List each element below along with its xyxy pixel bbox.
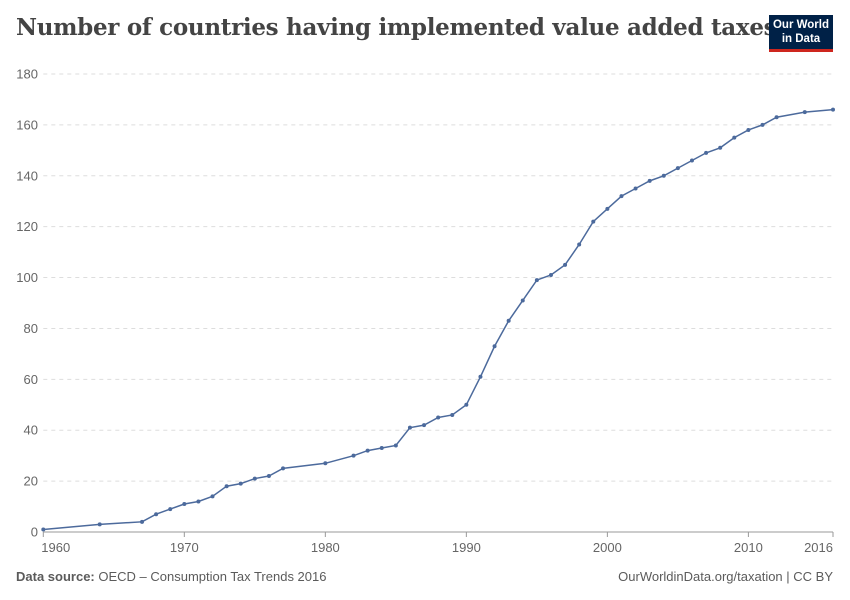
line-chart: 0 20 40 60 80 100 120 140 160 180 1960 1970 1980 1990… (16, 67, 835, 555)
data-point (647, 178, 652, 183)
data-point (436, 415, 441, 420)
data-point (154, 512, 159, 517)
data-point (41, 527, 46, 532)
data-point (365, 448, 370, 453)
logo-line2: in Data (781, 33, 821, 45)
data-point (281, 466, 286, 471)
x-tick-label: 2016 (804, 540, 833, 555)
data-point (661, 173, 666, 178)
data-point (422, 423, 427, 428)
y-tick-label: 40 (24, 423, 38, 438)
data-source: Data source: OECD – Consumption Tax Tren… (16, 569, 326, 584)
data-point (831, 107, 835, 112)
data-point (619, 194, 624, 199)
data-point (802, 110, 807, 115)
data-point (97, 522, 102, 527)
x-tick-label: 2000 (593, 540, 622, 555)
logo-line1: Our World (772, 19, 829, 31)
owid-logo[interactable]: Our World in Data (769, 15, 833, 52)
y-tick-label: 160 (16, 117, 38, 132)
data-point (224, 484, 229, 489)
footer-link[interactable]: OurWorldinData.org/taxation | CC BY (618, 569, 833, 584)
data-point (675, 166, 680, 171)
data-point (196, 499, 201, 504)
data-point (464, 402, 469, 407)
data-point (478, 374, 483, 379)
data-point (605, 206, 610, 211)
x-tick-label: 1980 (311, 540, 340, 555)
y-tick-label: 0 (31, 525, 38, 540)
data-point (633, 186, 638, 191)
y-tick-label: 60 (24, 372, 38, 387)
x-tick-label: 1960 (41, 540, 70, 555)
y-tick-label: 20 (24, 474, 38, 489)
y-tick-label: 120 (16, 219, 38, 234)
data-point (393, 443, 398, 448)
y-tick-label: 100 (16, 270, 38, 285)
data-point (577, 242, 582, 247)
data-point (732, 135, 737, 140)
data-point (266, 474, 271, 479)
data-point (548, 273, 553, 278)
data-point (746, 127, 751, 132)
source-text: OECD – Consumption Tax Trends 2016 (98, 569, 327, 584)
data-point (450, 412, 455, 417)
data-point (140, 519, 145, 524)
data-point (182, 502, 187, 507)
chart-title: Number of countries having implemented v… (16, 14, 777, 41)
data-point (774, 115, 779, 120)
data-point (238, 481, 243, 486)
series-line (43, 108, 834, 531)
data-point (407, 425, 412, 430)
data-point (323, 461, 328, 466)
y-tick-label: 80 (24, 321, 38, 336)
data-point (718, 145, 723, 150)
x-tick-label: 2010 (734, 540, 763, 555)
x-tick-label: 1970 (170, 540, 199, 555)
x-tick-label: 1990 (452, 540, 481, 555)
y-tick-label: 140 (16, 168, 38, 183)
data-point (760, 122, 765, 127)
data-point (210, 494, 215, 499)
data-point (563, 262, 568, 267)
source-label: Data source: (16, 569, 95, 584)
data-point (506, 318, 511, 323)
data-point (534, 278, 539, 283)
data-point (351, 453, 356, 458)
data-point (689, 158, 694, 163)
y-tick-label: 180 (16, 67, 38, 82)
data-point (704, 150, 709, 155)
data-point (252, 476, 257, 481)
data-point (492, 344, 497, 349)
data-point (520, 298, 525, 303)
data-point (379, 446, 384, 451)
data-point (168, 507, 173, 512)
data-point (591, 219, 596, 224)
